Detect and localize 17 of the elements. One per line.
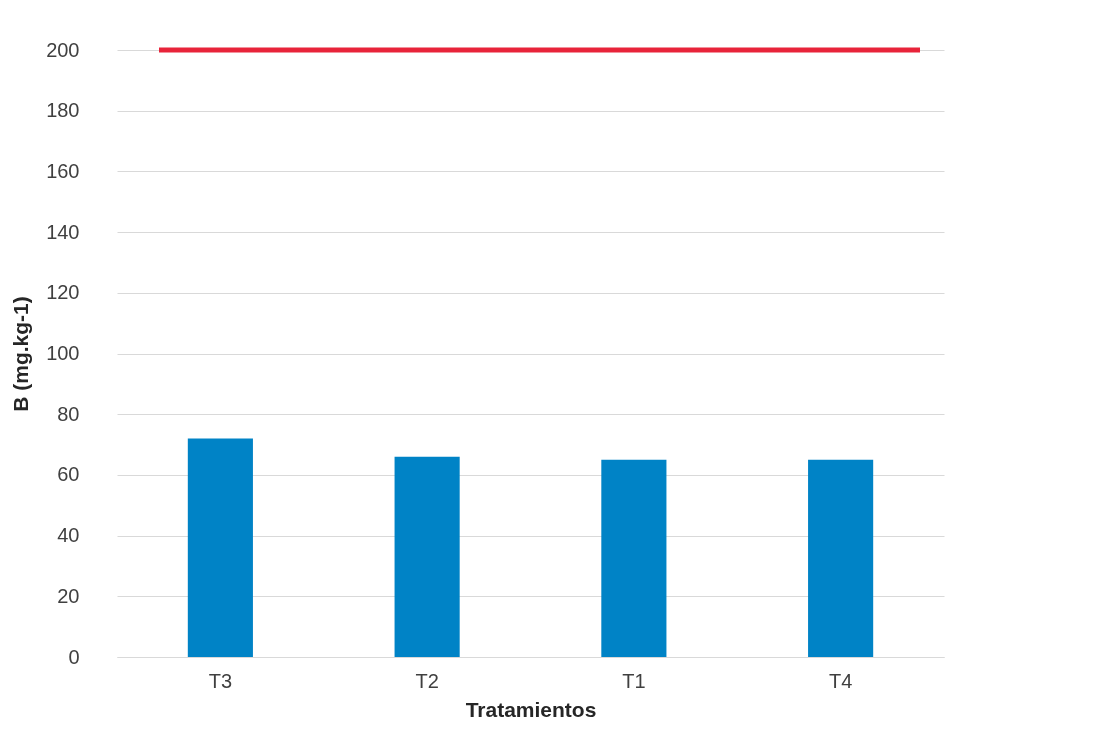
y-tick-label: 0: [68, 645, 80, 668]
y-tick-label: 40: [57, 524, 80, 547]
x-tick-label: T2: [415, 669, 439, 692]
y-tick-label: 140: [46, 220, 80, 243]
y-tick-label: 60: [57, 463, 80, 486]
x-tick-label: T4: [828, 669, 853, 692]
x-tick-label: T1: [622, 669, 646, 692]
y-tick-label: 160: [46, 159, 80, 182]
y-tick-label: 120: [46, 281, 80, 304]
y-tick-label: 80: [57, 402, 80, 425]
y-tick-label: 200: [46, 38, 80, 61]
y-axis-title: B (mg.kg-1): [9, 296, 33, 412]
x-axis-title: Tratamientos: [465, 697, 597, 721]
y-tick-label: 180: [46, 99, 80, 122]
y-tick-label: 20: [57, 584, 80, 607]
y-tick-label: 100: [46, 342, 80, 364]
x-tick-label: T3: [208, 669, 233, 692]
